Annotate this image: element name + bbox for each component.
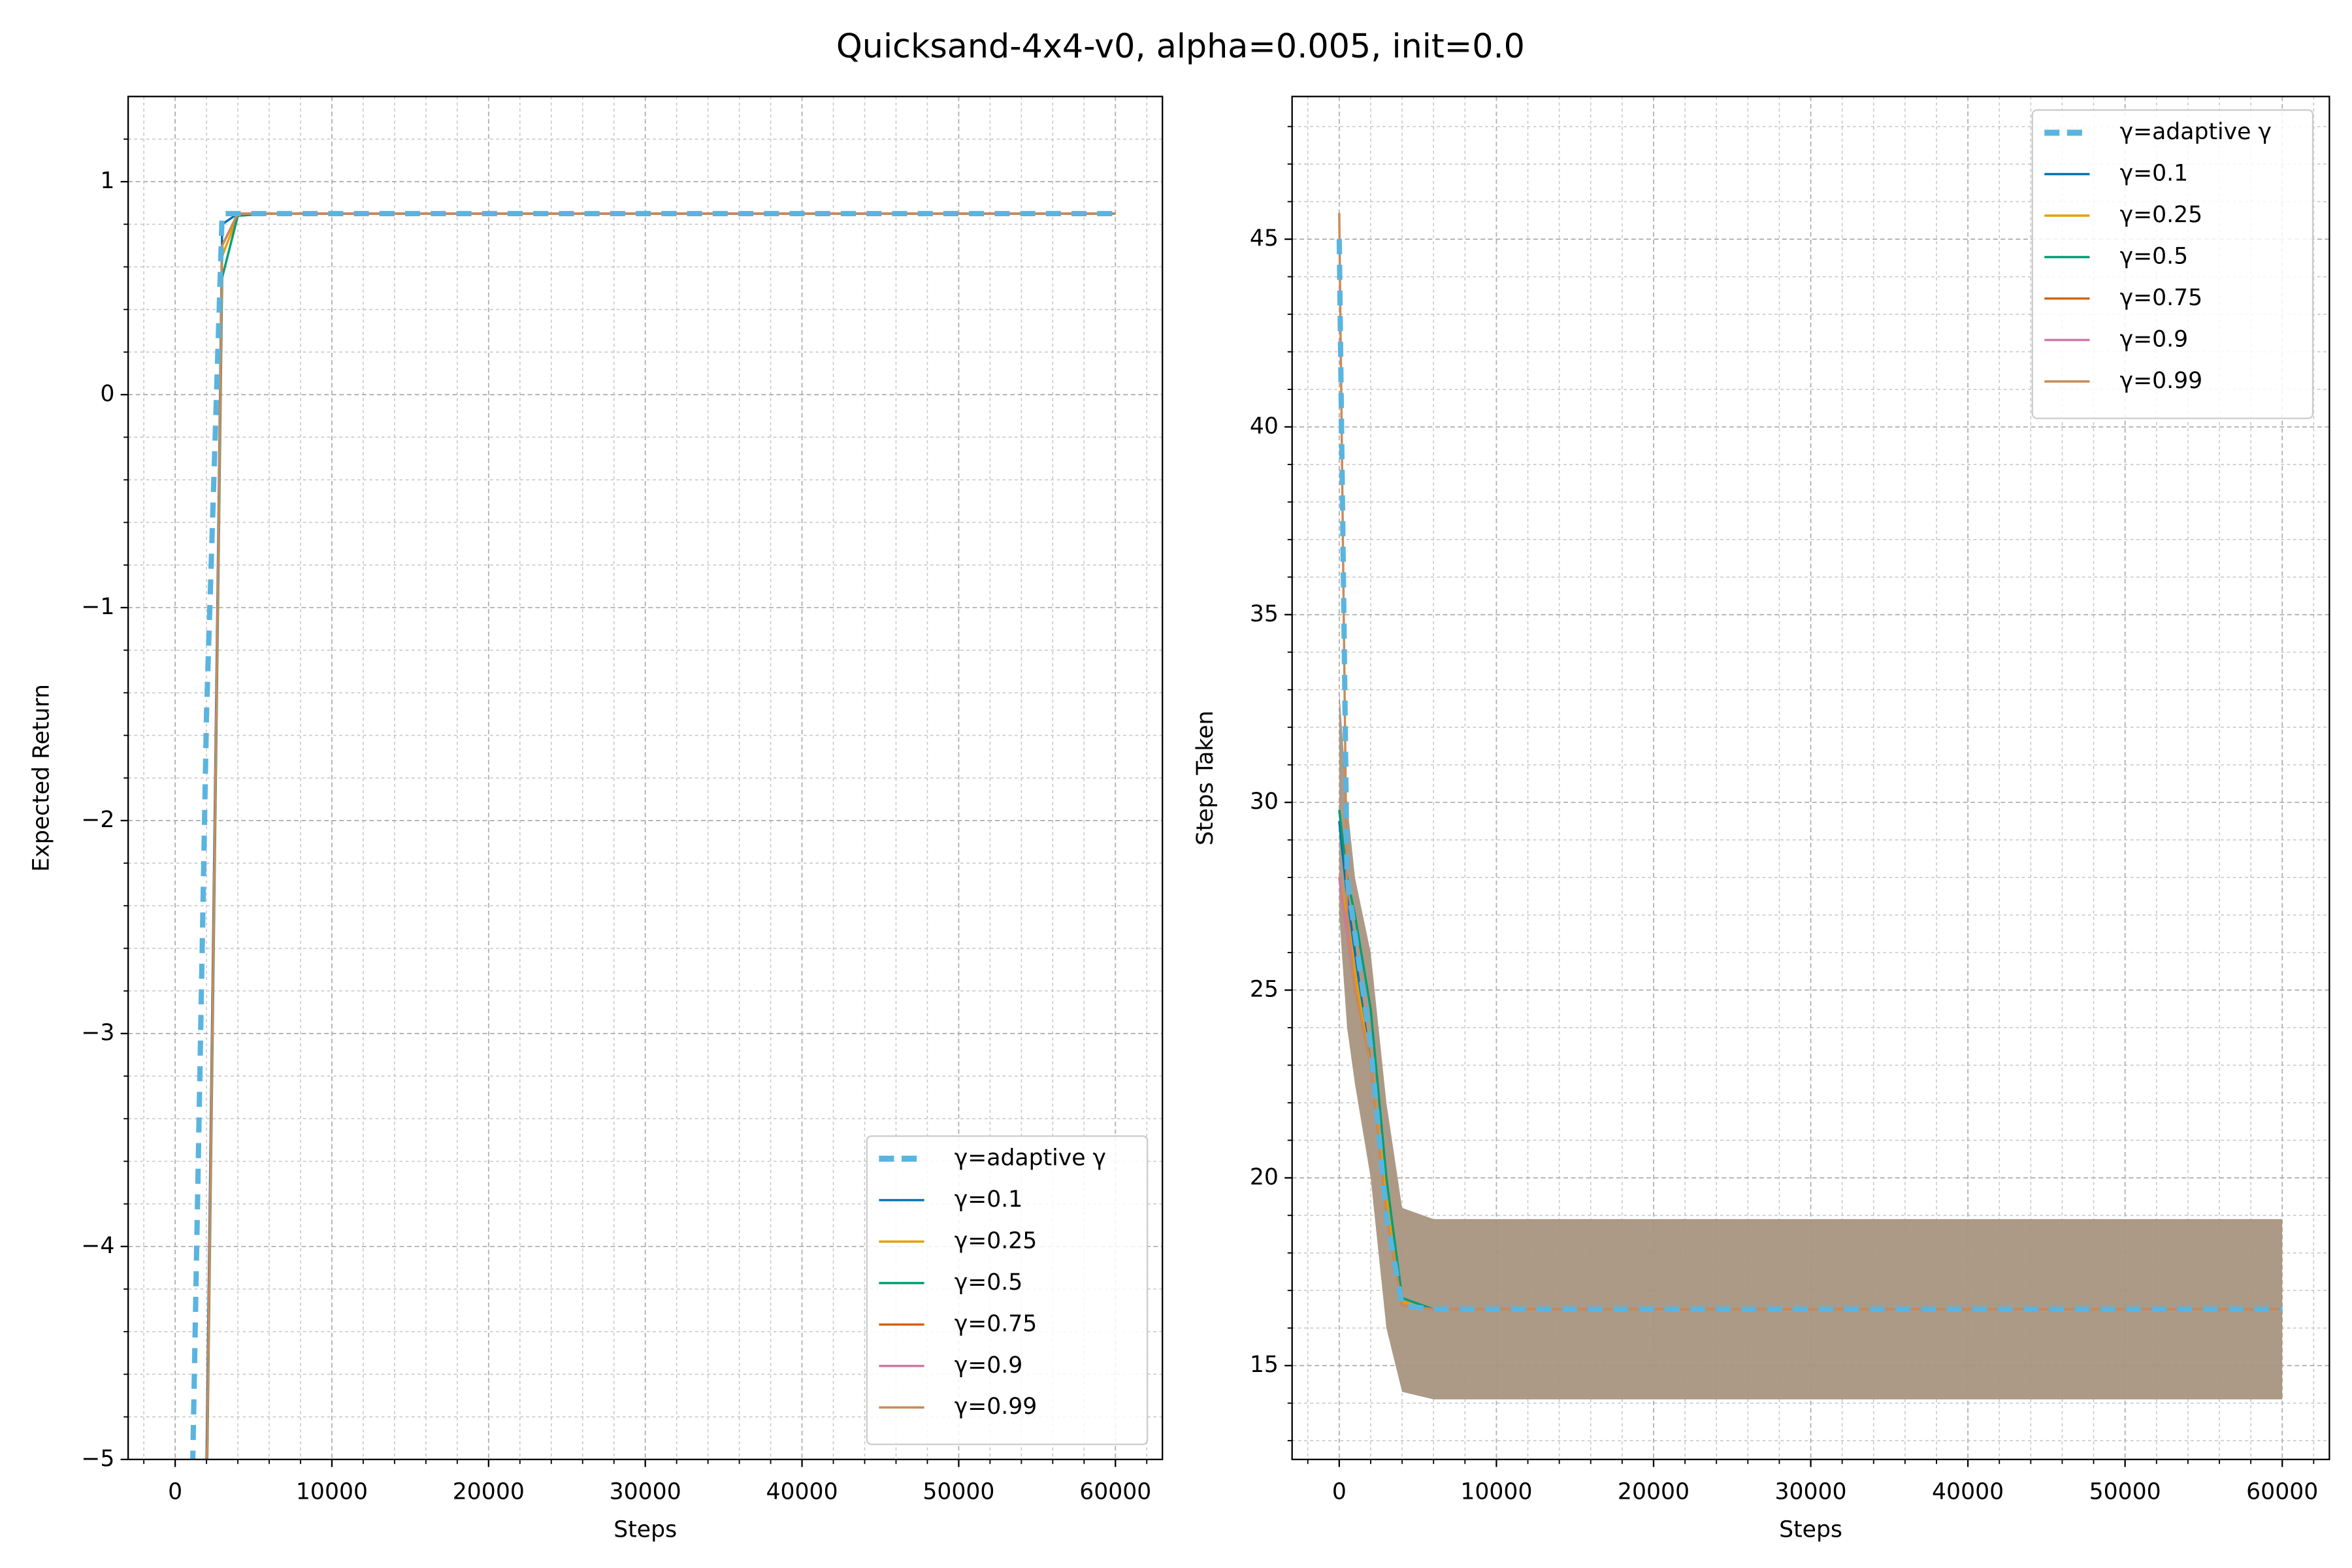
legend: γ=adaptive γ γ=0.1 γ=0.25 γ=0.5 γ=0.75 γ=0.9 γ… [866, 1135, 1149, 1445]
legend-label: γ=0.75 [2120, 285, 2203, 311]
legend-label: γ=0.1 [955, 1186, 1023, 1213]
x-tick-label: 60000 [1079, 1479, 1151, 1505]
y-tick-label: 0 [100, 381, 114, 407]
x-tick-label: 50000 [923, 1479, 994, 1505]
axes: 0 10000 20000 30000 40000 50000 60000 −5 −4 −3 −2 −… [29, 95, 1164, 1543]
series-line [1338, 212, 2283, 1311]
x-tick-label: 30000 [610, 1479, 681, 1505]
legend-label: γ=0.25 [955, 1228, 1037, 1254]
x-tick-label: 50000 [2089, 1479, 2161, 1505]
legend-frame [866, 1135, 1149, 1445]
legend-label: γ=0.9 [955, 1352, 1023, 1379]
x-axis-label: Steps [1779, 1516, 1842, 1543]
legend-label: γ=0.75 [955, 1311, 1037, 1337]
axes-frame [1291, 95, 2330, 1460]
legend-label: γ=adaptive γ [955, 1145, 1106, 1171]
legend-label: γ=0.99 [955, 1394, 1037, 1420]
y-tick-label: 45 [1250, 225, 1279, 252]
y-tick-label: 1 [100, 168, 114, 194]
plot-area [190, 210, 1116, 1460]
legend-label: γ=adaptive γ [2120, 119, 2272, 145]
y-tick-label: 15 [1250, 1352, 1279, 1378]
x-tick-label: 30000 [1774, 1479, 1846, 1505]
x-tick-label: 0 [168, 1479, 182, 1505]
y-tick-label: −5 [81, 1446, 114, 1472]
series-line [1336, 239, 2283, 1313]
x-tick-label: 20000 [1618, 1479, 1690, 1505]
legend-label: γ=0.1 [2120, 161, 2189, 187]
x-tick-label: 40000 [766, 1479, 838, 1505]
legend-label: γ=0.5 [2120, 243, 2189, 269]
legend-label: γ=0.25 [2120, 202, 2203, 228]
series-line [190, 210, 1116, 1460]
figure-title: Quicksand-4x4-v0, alpha=0.005, init=0.0 [836, 27, 1525, 65]
legend: γ=adaptive γ γ=0.1 γ=0.25 γ=0.5 γ=0.75 γ=0.9 γ… [2031, 109, 2314, 419]
legend-frame [2031, 109, 2314, 419]
band [1339, 689, 2283, 1399]
x-tick-label: 10000 [1460, 1479, 1532, 1505]
y-tick-label: 35 [1250, 601, 1279, 627]
x-tick-label: 60000 [2246, 1479, 2318, 1505]
legend-label: γ=0.5 [955, 1269, 1023, 1296]
y-tick-label: 25 [1250, 976, 1279, 1002]
legend-label: γ=0.9 [2120, 326, 2189, 352]
y-tick-label: 30 [1250, 789, 1279, 815]
x-tick-label: 20000 [453, 1479, 525, 1505]
x-axis-label: Steps [613, 1516, 677, 1543]
axes-frame [127, 95, 1164, 1460]
plot-area [1336, 212, 2283, 1399]
y-tick-label: 20 [1250, 1164, 1279, 1190]
y-tick-label: 40 [1250, 413, 1279, 439]
x-tick-label: 0 [1332, 1479, 1347, 1505]
x-tick-label: 40000 [1932, 1479, 2004, 1505]
axes: 0 10000 20000 30000 40000 50000 60000 15 20 25 30 3… [1192, 95, 2330, 1543]
y-tick-label: −1 [81, 594, 114, 620]
y-axis-label: Steps Taken [1192, 711, 1218, 846]
legend-label: γ=0.99 [2120, 368, 2203, 394]
y-tick-label: −3 [81, 1020, 114, 1046]
y-axis-label: Expected Return [29, 684, 55, 872]
y-tick-label: −2 [81, 807, 114, 833]
x-tick-label: 10000 [296, 1479, 368, 1505]
y-tick-label: −4 [81, 1233, 114, 1259]
